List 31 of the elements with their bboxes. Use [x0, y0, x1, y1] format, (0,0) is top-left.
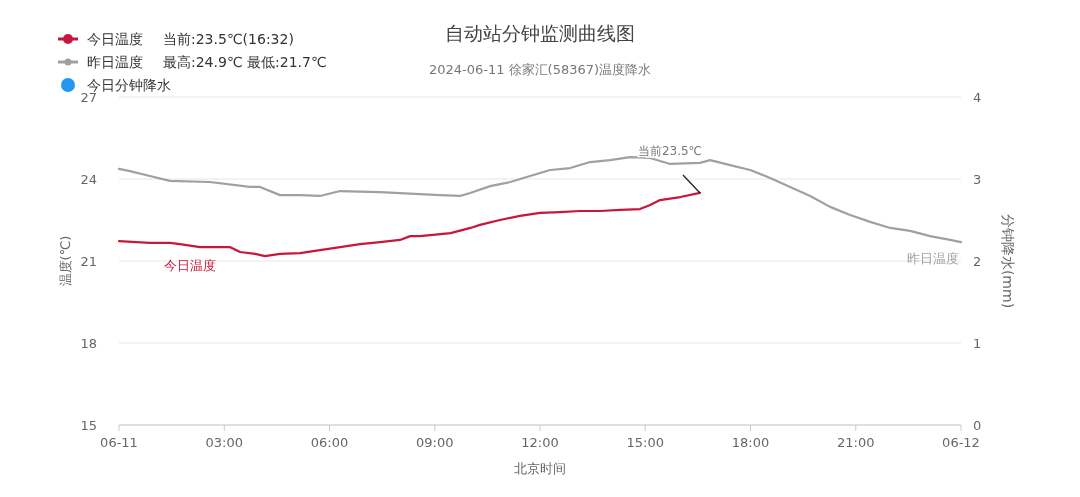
y2-tick-label: 3	[973, 172, 982, 187]
x-tick-label: 06-12	[942, 435, 980, 450]
y-tick-label: 15	[80, 418, 97, 433]
chart-subtitle: 2024-06-11 徐家汇(58367)温度降水	[428, 62, 652, 77]
y2-tick-label: 2	[973, 254, 982, 269]
y-tick-label: 24	[80, 172, 97, 187]
y2-tick-label: 1	[973, 336, 982, 351]
legend-label: 今日温度	[87, 31, 143, 47]
legend-label: 昨日温度	[87, 54, 143, 70]
text: 当前:23.5℃(16:32)	[163, 31, 294, 47]
x-tick-label: 09:00	[416, 435, 454, 450]
x-tick-label: 21:00	[837, 435, 875, 450]
y2-axis-title: 分钟降水(mm)	[1000, 213, 1016, 309]
x-axis-title: 北京时间	[514, 461, 566, 476]
y-tick-label: 21	[80, 254, 97, 269]
x-tick-label: 15:00	[626, 435, 664, 450]
y-tick-label: 18	[80, 336, 97, 351]
y2-tick-label: 4	[973, 90, 982, 105]
legend-label: 今日分钟降水	[87, 77, 171, 93]
x-tick-label: 06:00	[310, 435, 349, 450]
text: 今日温度	[164, 258, 216, 274]
annotation: 当前23.5℃	[637, 143, 703, 158]
chart-title: 自动站分钟监测曲线图	[445, 22, 635, 44]
x-tick-label: 18:00	[731, 435, 770, 450]
text: 最高:24.9℃ 最低:21.7℃	[163, 54, 327, 70]
x-tick-label: 03:00	[205, 435, 243, 450]
y-axis-title: 温度(℃)	[58, 235, 73, 287]
x-tick-label: 06-11	[100, 435, 138, 450]
text: 昨日温度	[907, 251, 959, 267]
y2-tick-label: 0	[973, 418, 982, 433]
x-tick-label: 12:00	[521, 435, 559, 450]
